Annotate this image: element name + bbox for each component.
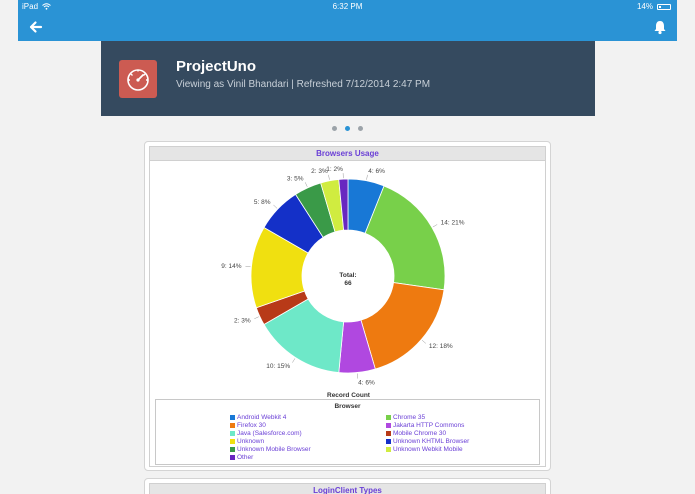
arrow-left-icon [29, 21, 43, 33]
legend-item-9[interactable]: Unknown Webkit Mobile [386, 445, 530, 453]
battery-percent: 14% [636, 2, 653, 11]
slice-label-0: 4: 6% [368, 168, 385, 175]
slice-leader-line-8 [304, 182, 308, 187]
legend-swatch [230, 446, 235, 452]
legend-item-10[interactable]: Other [230, 453, 386, 461]
wifi-icon [42, 3, 51, 10]
bell-icon [654, 21, 666, 35]
nav-bar [18, 13, 677, 41]
slice-leader-line-7 [273, 204, 278, 209]
back-button[interactable] [26, 17, 46, 37]
legend-swatch [386, 438, 391, 444]
legend-swatch [230, 414, 235, 420]
center-total-value: 66 [344, 280, 352, 287]
legend-item-3[interactable]: Jakarta HTTP Commons [386, 421, 530, 429]
dashboard-header: ProjectUno Viewing as Vinil Bhandari | R… [101, 41, 595, 116]
legend-swatch [386, 446, 391, 452]
slice-leader-line-2 [421, 339, 427, 344]
legend-label: Unknown [237, 437, 265, 445]
legend-label: Java (Salesforce.com) [237, 429, 302, 437]
legend-item-2[interactable]: Firefox 30 [230, 421, 386, 429]
page-indicator[interactable] [0, 126, 695, 131]
legend-item-4[interactable]: Java (Salesforce.com) [230, 429, 386, 437]
slice-label-1: 14: 21% [441, 220, 465, 227]
center-total-label: Total: [339, 272, 356, 279]
slice-label-2: 12: 18% [429, 343, 453, 350]
legend-title: Browser [334, 403, 361, 410]
chart-legend: Browser Android Webkit 4 Chrome 35 Firefox… [155, 399, 540, 465]
slice-label-6: 9: 14% [221, 263, 241, 270]
slice-leader-line-0 [366, 174, 368, 180]
chart-frame: 4: 6% 14: 21% 12: 18% 4: 6% 10: 15% 2: 3% 9: 1… [149, 161, 546, 467]
legend-label: Other [237, 453, 254, 461]
legend-label: Firefox 30 [237, 421, 266, 429]
slice-label-5: 2: 3% [234, 317, 251, 324]
legend-label: Jakarta HTTP Commons [393, 421, 465, 429]
slice-leader-line-4 [292, 358, 296, 363]
donut-slice-2[interactable] [360, 282, 445, 370]
page-subtitle: Viewing as Vinil Bhandari | Refreshed 7/… [176, 79, 431, 90]
slice-leader-line-5 [254, 316, 259, 320]
slice-label-8: 3: 5% [287, 176, 304, 183]
slice-leader-line-1 [432, 224, 438, 228]
slice-label-10: 1: 2% [326, 166, 343, 173]
status-bar: iPad 6:32 PM 14% [18, 0, 677, 13]
battery-icon [657, 3, 671, 10]
legend-swatch [230, 438, 235, 444]
donut-slice-1[interactable] [364, 185, 446, 291]
page-dot[interactable] [358, 126, 363, 131]
page-dot[interactable] [332, 126, 337, 131]
donut-slice-10[interactable] [338, 178, 349, 231]
legend-item-0[interactable]: Android Webkit 4 [230, 413, 386, 421]
dashboard-gauge-icon [119, 60, 157, 98]
legend-label: Unknown Mobile Browser [237, 445, 311, 453]
page-title: ProjectUno [176, 58, 257, 75]
chart-title: Browsers Usage [149, 146, 546, 161]
chart-card-loginclient[interactable]: LoginClient Types [144, 478, 551, 494]
legend-label: Mobile Chrome 30 [393, 429, 447, 437]
legend-label: Android Webkit 4 [237, 413, 287, 421]
carrier-label: iPad [22, 2, 39, 11]
slice-label-4: 10: 15% [266, 363, 290, 370]
page-dot-active[interactable] [345, 126, 350, 131]
donut-chart[interactable]: 4: 6% 14: 21% 12: 18% 4: 6% 10: 15% 2: 3% 9: 1… [150, 161, 547, 396]
legend-swatch [386, 422, 391, 428]
legend-swatch [230, 422, 235, 428]
legend-swatch [386, 414, 391, 420]
legend-item-1[interactable]: Chrome 35 [386, 413, 530, 421]
chart-title-loginclient: LoginClient Types [149, 483, 546, 494]
status-time: 6:32 PM [332, 2, 363, 11]
chart-card-browsers[interactable]: Browsers Usage 4: 6% 14: 21% 12: 18% 4: 6% 1… [144, 141, 551, 471]
notifications-button[interactable] [651, 18, 669, 36]
legend-item-8[interactable]: Unknown Mobile Browser [230, 445, 386, 453]
legend-swatch [230, 430, 235, 436]
slice-label-3: 4: 6% [358, 380, 375, 387]
legend-label: Unknown KHTML Browser [393, 437, 470, 445]
slice-label-7: 5: 8% [254, 199, 271, 206]
measure-label: Record Count [327, 392, 370, 399]
legend-item-7[interactable]: Unknown KHTML Browser [386, 437, 530, 445]
legend-label: Chrome 35 [393, 413, 426, 421]
slice-leader-line-9 [328, 174, 330, 180]
legend-swatch [386, 430, 391, 436]
legend-label: Unknown Webkit Mobile [393, 445, 463, 453]
legend-item-5[interactable]: Mobile Chrome 30 [386, 429, 530, 437]
slice-label-9: 2: 3% [311, 168, 328, 175]
legend-swatch [230, 454, 235, 460]
legend-item-6[interactable]: Unknown [230, 437, 386, 445]
